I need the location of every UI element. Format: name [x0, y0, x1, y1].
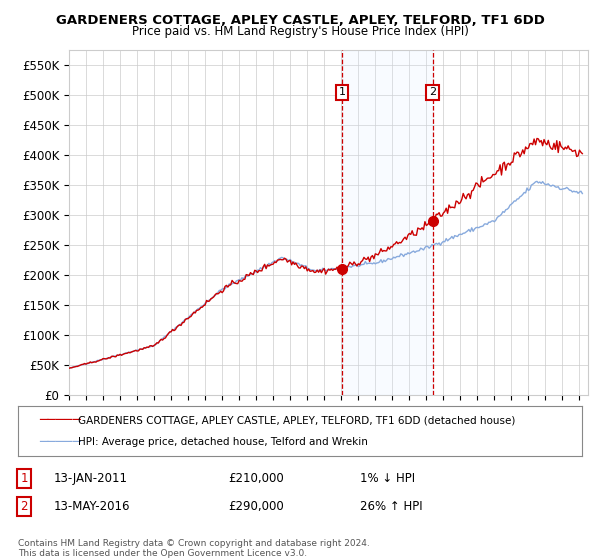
Text: HPI: Average price, detached house, Telford and Wrekin: HPI: Average price, detached house, Telf… [78, 437, 368, 447]
Text: £290,000: £290,000 [228, 500, 284, 514]
Text: 2: 2 [429, 87, 436, 97]
Text: GARDENERS COTTAGE, APLEY CASTLE, APLEY, TELFORD, TF1 6DD: GARDENERS COTTAGE, APLEY CASTLE, APLEY, … [56, 14, 544, 27]
Text: Contains HM Land Registry data © Crown copyright and database right 2024.
This d: Contains HM Land Registry data © Crown c… [18, 539, 370, 558]
Text: Price paid vs. HM Land Registry's House Price Index (HPI): Price paid vs. HM Land Registry's House … [131, 25, 469, 38]
Text: 26% ↑ HPI: 26% ↑ HPI [360, 500, 422, 514]
Text: 1: 1 [20, 472, 28, 486]
Text: 1% ↓ HPI: 1% ↓ HPI [360, 472, 415, 486]
Bar [342, 50, 433, 395]
Text: ─────: ───── [39, 413, 81, 427]
Text: 13-MAY-2016: 13-MAY-2016 [54, 500, 131, 514]
Text: ─────: ───── [39, 435, 81, 449]
Text: 13-JAN-2011: 13-JAN-2011 [54, 472, 128, 486]
Text: GARDENERS COTTAGE, APLEY CASTLE, APLEY, TELFORD, TF1 6DD (detached house): GARDENERS COTTAGE, APLEY CASTLE, APLEY, … [78, 415, 515, 425]
Text: 2: 2 [20, 500, 28, 514]
Text: £210,000: £210,000 [228, 472, 284, 486]
Text: 1: 1 [338, 87, 346, 97]
